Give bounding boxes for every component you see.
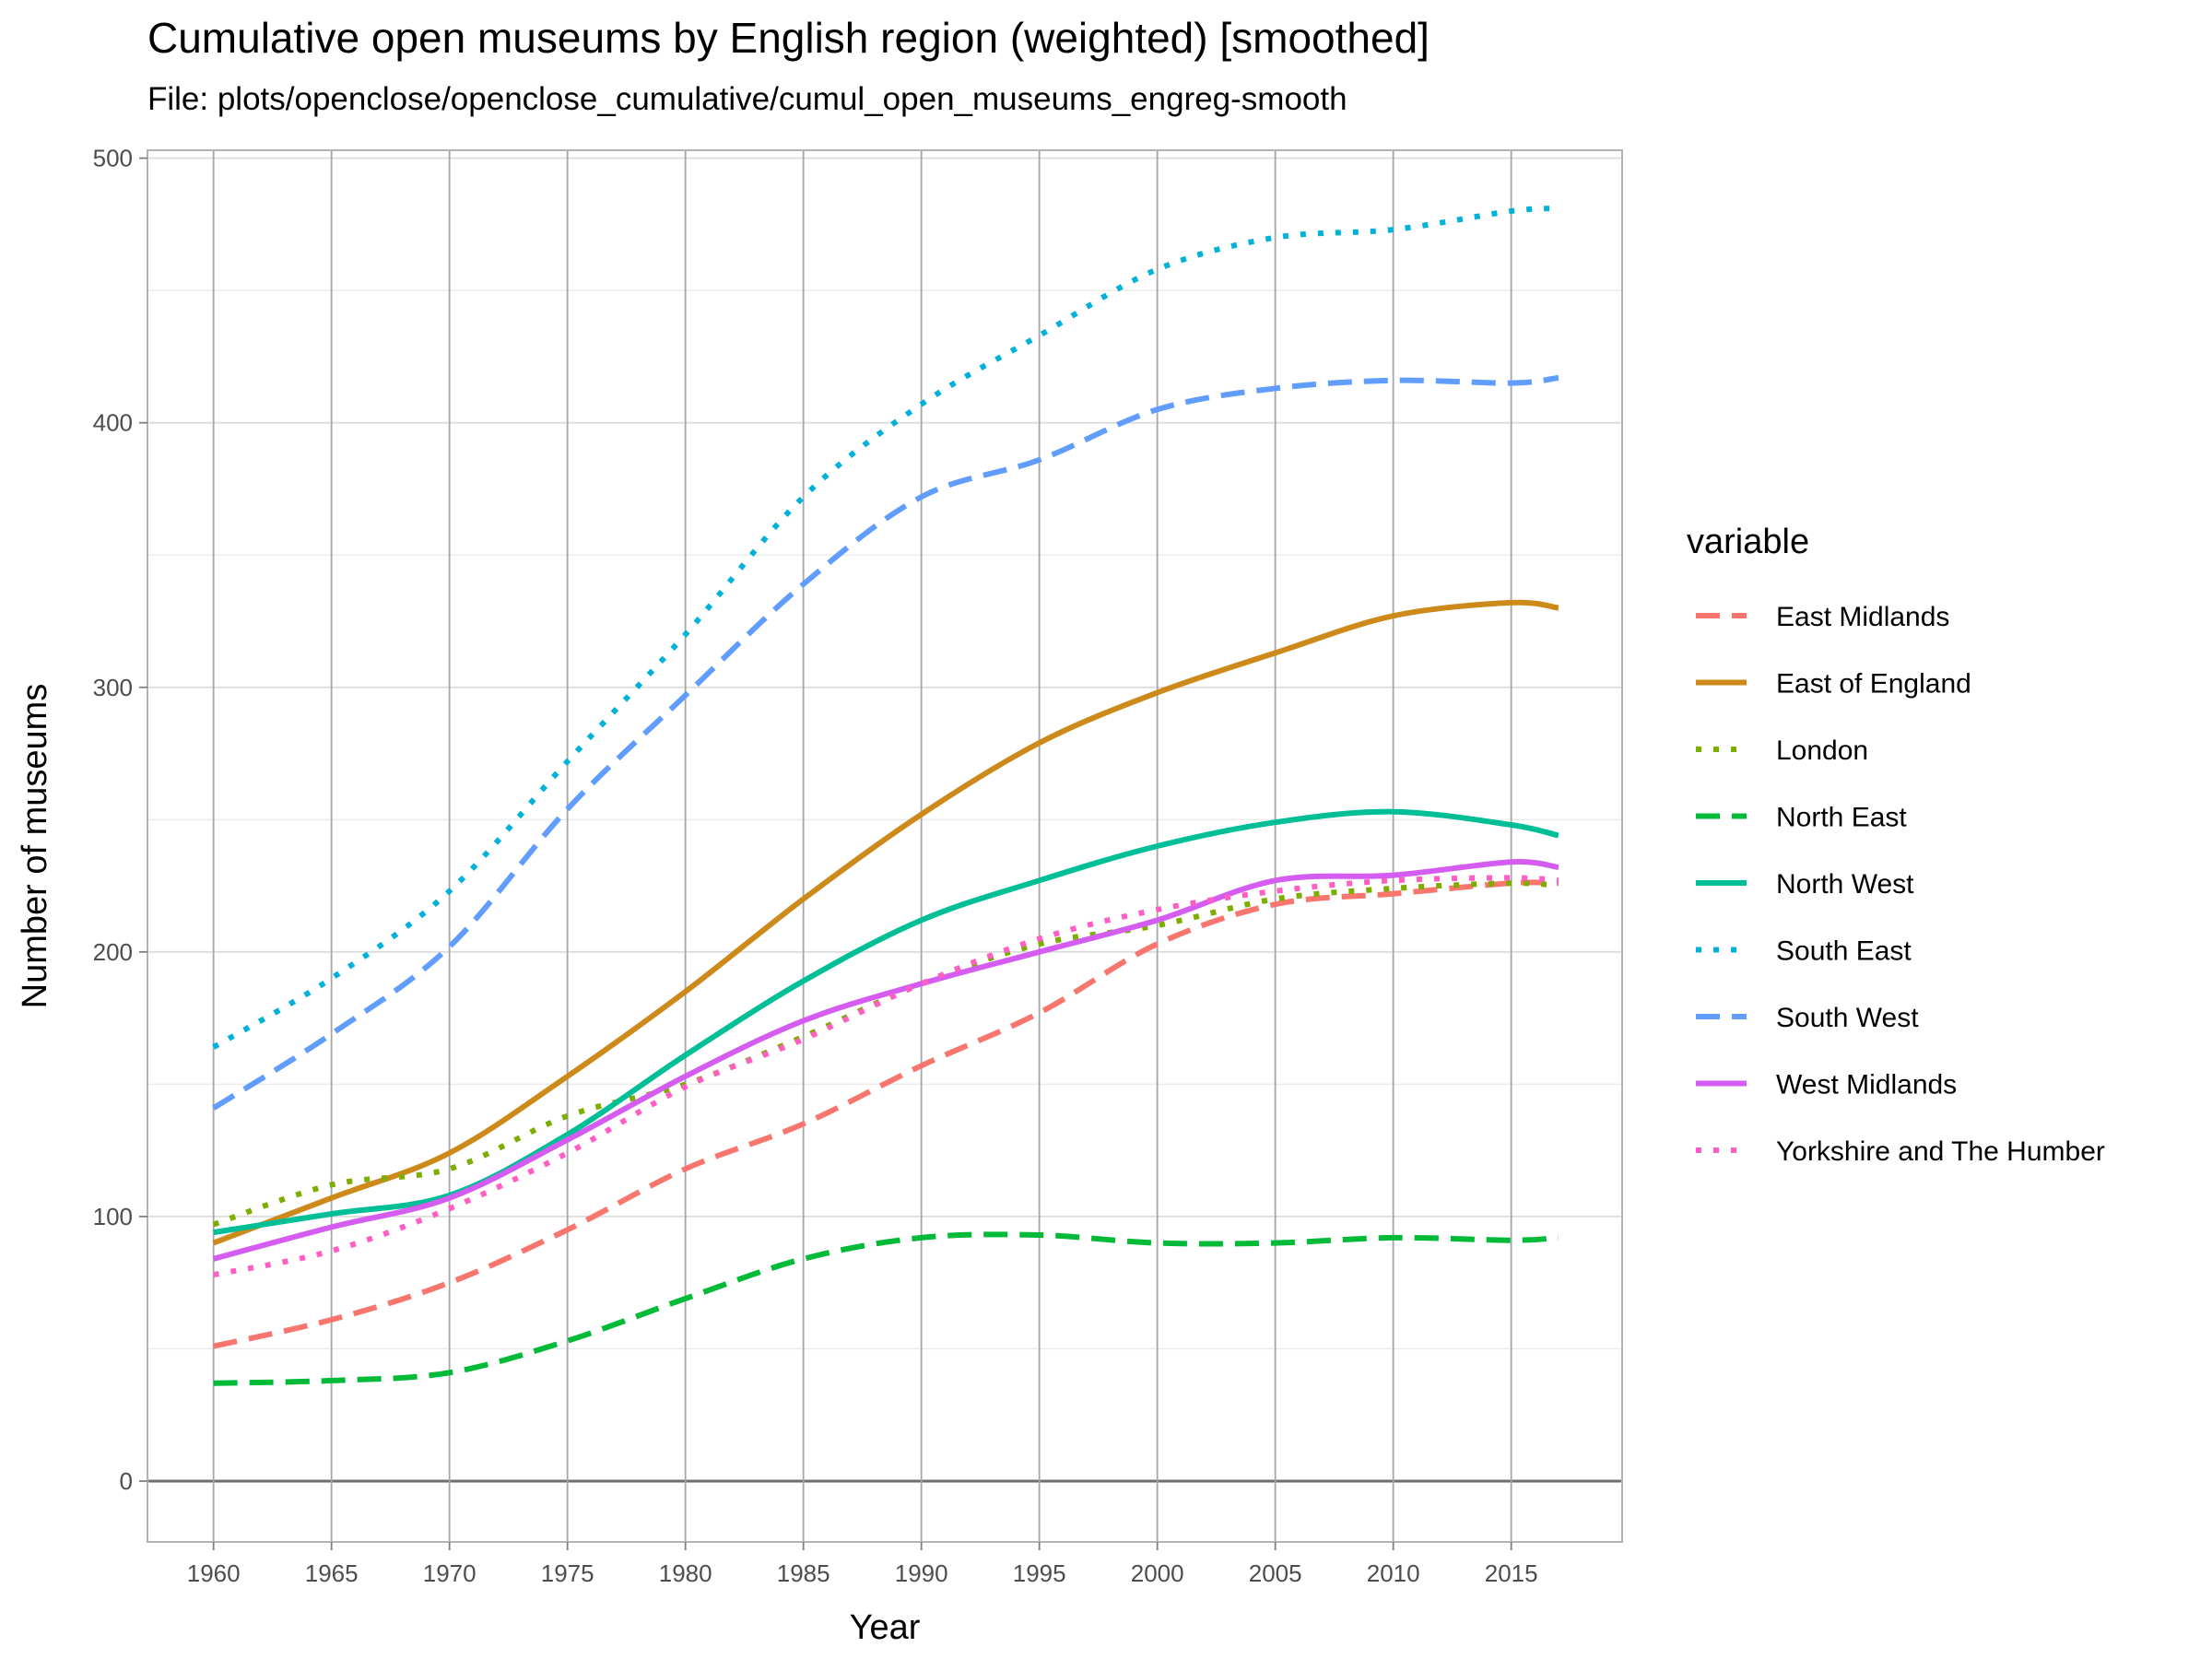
legend-label-south-east: South East: [1776, 936, 1912, 967]
series-line-london: [212, 880, 1559, 1228]
x-axis-title: Year: [850, 1608, 921, 1647]
legend-label-yorkshire-and-the-humber: Yorkshire and The Humber: [1776, 1136, 2105, 1167]
grid-layer: [147, 150, 1622, 1542]
y-tick-label: 500: [93, 145, 133, 172]
y-tick-label: 200: [93, 938, 133, 966]
x-tick-label: 1995: [1013, 1559, 1066, 1587]
x-tick-label: 1980: [659, 1559, 712, 1587]
plot-border: [147, 149, 1623, 1543]
series-line-yorkshire-and-the-humber: [213, 875, 1559, 1278]
y-tick-label: 100: [93, 1203, 133, 1230]
legend-label-london: London: [1776, 735, 1868, 766]
series-line-north-east: [213, 1231, 1559, 1386]
y-tick-label: 300: [93, 674, 133, 701]
x-tick-label: 2000: [1131, 1559, 1184, 1587]
x-tick-label: 1975: [541, 1559, 594, 1587]
x-tick-label: 2010: [1367, 1559, 1420, 1587]
x-tick-label: 1965: [305, 1559, 359, 1587]
legend-label-north-east: North East: [1776, 803, 1907, 833]
y-tick-label: 0: [120, 1467, 133, 1495]
legend-label-north-west: North West: [1776, 869, 1914, 900]
series-line-west-midlands: [212, 859, 1559, 1262]
legend-label-south-west: South West: [1776, 1003, 1919, 1033]
chart-title: Cumulative open museums by English regio…: [147, 14, 1430, 62]
series-line-south-west: [212, 374, 1559, 1111]
x-tick-label: 1990: [895, 1559, 948, 1587]
x-tick-label: 2015: [1485, 1559, 1538, 1587]
y-tick-label: 400: [93, 409, 133, 437]
y-axis-title: Number of museums: [16, 684, 54, 1009]
legend: variable East Midlands East of England Lon…: [1687, 523, 2105, 1167]
legend-label-east-of-england: East of England: [1776, 669, 1971, 700]
axis-layer: 0 100 200 300 400 500 1960 1965 1970 1975 1980 1985…: [93, 145, 1538, 1587]
legend-title: variable: [1687, 523, 1809, 561]
chart-subtitle: File: plots/openclose/openclose_cumulati…: [147, 81, 1347, 117]
legend-label-east-midlands: East Midlands: [1776, 602, 1949, 632]
x-tick-label: 1960: [187, 1559, 241, 1587]
x-tick-label: 1985: [777, 1559, 830, 1587]
x-tick-label: 2005: [1249, 1559, 1302, 1587]
series-line-east-of-england: [212, 599, 1559, 1246]
x-tick-label: 1970: [423, 1559, 477, 1587]
series-line-south-east: [212, 206, 1559, 1050]
series-layer: [212, 206, 1559, 1386]
legend-label-west-midlands: West Midlands: [1776, 1070, 1957, 1100]
